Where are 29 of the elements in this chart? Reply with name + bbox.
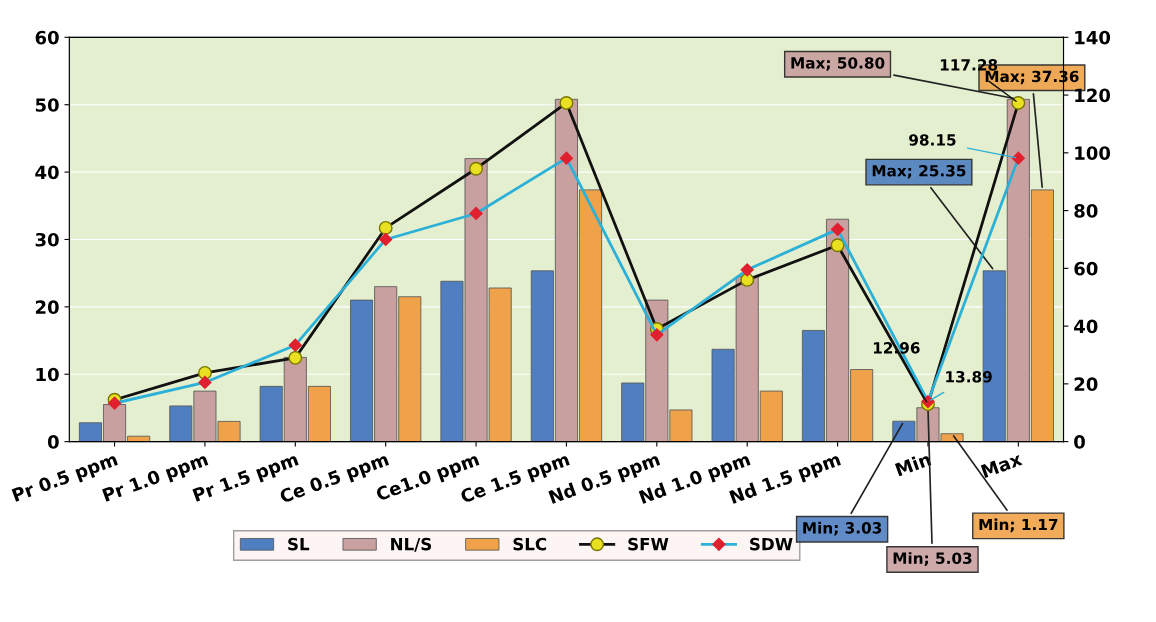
data-label: Min; 3.03 (803, 521, 882, 536)
y2-tick-label: 80 (1074, 204, 1098, 218)
legend-label: SDW (750, 537, 793, 551)
x-tick-label: Max (980, 451, 1023, 479)
legend-label: SFW (628, 537, 669, 551)
y2-tick-label: 120 (1075, 88, 1111, 103)
data-label: Min; 1.17 (979, 518, 1058, 533)
y-tick-label: 40 (35, 165, 59, 180)
y-tick-label: 50 (35, 98, 59, 112)
data-label: Min; 5.03 (893, 552, 972, 566)
y2-tick-label: 40 (1074, 319, 1098, 334)
y2-tick-label: 100 (1075, 146, 1111, 160)
data-label: Max; 25.35 (872, 164, 966, 179)
y-tick-label: 30 (35, 232, 59, 247)
y-tick-label: 20 (35, 300, 59, 314)
data-label: 117.28 (940, 59, 998, 71)
y-tick-label: 60 (35, 30, 59, 45)
legend-label: SLC (513, 537, 547, 551)
legend-label: SL (288, 537, 310, 551)
data-label: 98.15 (909, 134, 956, 146)
y2-tick-label: 60 (1074, 261, 1098, 276)
data-label: Max; 50.80 (791, 57, 885, 71)
y2-tick-label: 0 (1074, 435, 1085, 449)
x-tick-label: Min (894, 451, 932, 477)
y2-tick-label: 20 (1074, 377, 1098, 391)
legend-label: NL/S (391, 537, 432, 552)
y-tick-label: 0 (47, 435, 59, 449)
y-tick-label: 10 (36, 367, 59, 382)
y2-tick-label: 140 (1075, 30, 1111, 45)
